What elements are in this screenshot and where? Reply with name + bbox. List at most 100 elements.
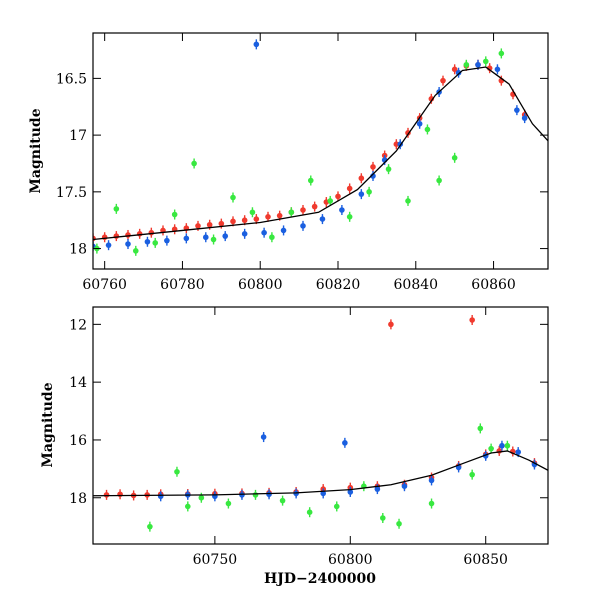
top-green-point	[210, 236, 217, 243]
top-blue-point	[125, 241, 131, 247]
top-green-point	[132, 248, 139, 254]
top-red-point	[440, 77, 446, 84]
top-x-tick-label: 60860	[471, 277, 516, 293]
bottom-y-tick-label: 16	[69, 433, 87, 449]
bottom-blue-point	[428, 477, 435, 484]
bottom-green-point	[504, 442, 511, 449]
bottom-y-tick-label: 18	[69, 491, 87, 507]
bottom-green-point	[174, 468, 180, 475]
top-green-point	[307, 177, 314, 184]
bottom-y-tick-label: 12	[69, 317, 87, 333]
top-blue-point	[319, 216, 326, 222]
bottom-green-point	[477, 425, 484, 432]
top-green-point	[424, 126, 431, 133]
top-x-tick-label: 60820	[316, 277, 361, 293]
bottom-y-tick-label: 14	[69, 375, 87, 391]
top-x-tick-label: 60840	[394, 277, 439, 293]
top-blue-point	[475, 61, 481, 68]
bottom-green-point	[306, 509, 313, 516]
top-green-point	[436, 177, 442, 184]
top-green-point	[249, 209, 256, 216]
bottom-plot-area	[93, 315, 548, 532]
top-green-point	[171, 211, 178, 218]
top-series-group	[93, 39, 548, 256]
top-blue-point	[455, 69, 462, 76]
top-green-point	[385, 166, 392, 172]
top-blue-point	[280, 227, 287, 234]
bottom-x-tick-label: 60850	[463, 552, 508, 568]
bottom-green-point	[252, 492, 259, 498]
top-blue-point	[202, 234, 209, 241]
top-y-tick-label: 18	[69, 242, 87, 258]
top-blue-point	[222, 233, 229, 239]
top-y-axis-title: Magnitude	[28, 108, 44, 193]
top-green-point	[451, 155, 458, 161]
bottom-plot-frame	[92, 306, 549, 545]
bottom-blue-point	[260, 434, 267, 440]
top-blue-point	[253, 41, 260, 48]
top-x-tick-label: 60760	[82, 277, 127, 293]
bottom-y-axis-title: Magnitude	[40, 382, 56, 467]
bottom-blue-point	[515, 449, 522, 455]
bottom-axis-ticks: 60750 60800 60850 12 14 16 18	[69, 307, 548, 568]
bottom-green-point	[333, 503, 340, 510]
top-red-point	[335, 193, 341, 200]
top-plot-area	[93, 39, 548, 256]
top-red-point	[195, 223, 201, 229]
top-green-point	[191, 160, 197, 167]
top-blue-point	[370, 173, 376, 179]
bottom-blue-point	[266, 491, 272, 498]
top-red-point	[241, 217, 248, 224]
top-red-point	[253, 216, 260, 222]
top-green-point	[230, 194, 236, 201]
top-green-point	[327, 198, 334, 204]
top-blue-point	[164, 237, 170, 244]
bottom-red-point	[496, 448, 503, 454]
top-red-point	[148, 229, 155, 236]
top-blue-point	[261, 229, 267, 236]
top-blue-point	[105, 242, 112, 248]
top-blue-point	[358, 191, 365, 197]
bottom-blue-point	[401, 483, 408, 489]
bottom-blue-point	[157, 493, 164, 500]
bottom-green-point	[469, 471, 475, 478]
top-green-point	[113, 206, 120, 212]
top-red-point	[300, 207, 306, 213]
top-red-point	[428, 96, 435, 102]
bottom-green-point	[184, 503, 191, 510]
top-green-point	[405, 198, 411, 204]
top-red-point	[113, 233, 120, 239]
bottom-green-point	[279, 497, 286, 504]
top-red-point	[311, 203, 318, 210]
top-blue-point	[416, 120, 423, 127]
top-blue-point	[521, 115, 528, 121]
top-green-point	[463, 61, 470, 68]
bottom-green-point	[396, 520, 402, 527]
top-x-tick-label: 60780	[160, 277, 205, 293]
top-blue-point	[183, 235, 190, 242]
top-red-point	[451, 66, 458, 73]
bottom-blue-point	[374, 486, 381, 492]
top-green-point	[498, 50, 505, 57]
top-blue-point	[144, 238, 151, 245]
top-blue-point	[514, 107, 520, 113]
bottom-green-point	[225, 500, 232, 507]
bottom-blue-point	[342, 440, 348, 446]
bottom-red-point	[388, 321, 394, 328]
top-red-point	[370, 164, 376, 170]
bottom-green-point	[488, 445, 494, 452]
top-red-point	[276, 212, 283, 219]
bottom-green-point	[428, 500, 435, 507]
bottom-panel: 60750 60800 60850 12 14 16 18 Magnitude HJD−24…	[40, 306, 549, 587]
top-green-point	[482, 58, 489, 65]
top-blue-point	[494, 66, 501, 73]
top-model-curve	[93, 66, 548, 241]
bottom-blue-point	[347, 489, 354, 495]
top-red-point	[230, 218, 236, 225]
top-y-tick-label: 17	[69, 128, 87, 144]
top-blue-point	[339, 207, 345, 213]
top-green-point	[152, 240, 159, 246]
top-red-point	[393, 141, 400, 147]
top-red-point	[265, 214, 271, 220]
